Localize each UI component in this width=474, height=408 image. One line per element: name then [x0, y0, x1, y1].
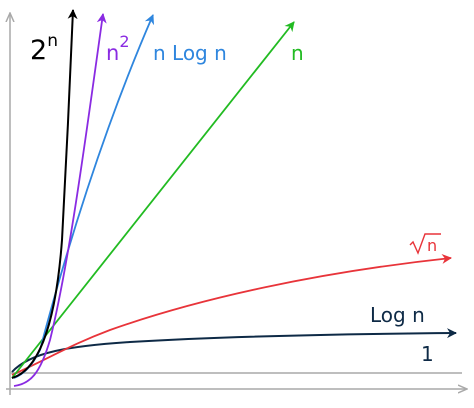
exponential-curve: [11, 9, 78, 379]
sqrt-label: n: [409, 233, 441, 255]
log-label: Log n: [370, 303, 425, 327]
linear-label: n: [291, 41, 304, 65]
svg-text:n: n: [427, 236, 437, 255]
sqrt-radical-icon: [409, 233, 441, 255]
nlogn-label: n Log n: [153, 41, 227, 65]
sqrt-curve: [11, 253, 452, 376]
quadratic-curve: [13, 13, 107, 387]
const-label: 1: [421, 342, 434, 366]
exp-label: 2n: [30, 31, 58, 66]
quad-label: n2: [106, 32, 130, 65]
nlogn-curve: [13, 14, 155, 379]
linear-line: [11, 21, 295, 379]
log-curve: [11, 328, 457, 373]
